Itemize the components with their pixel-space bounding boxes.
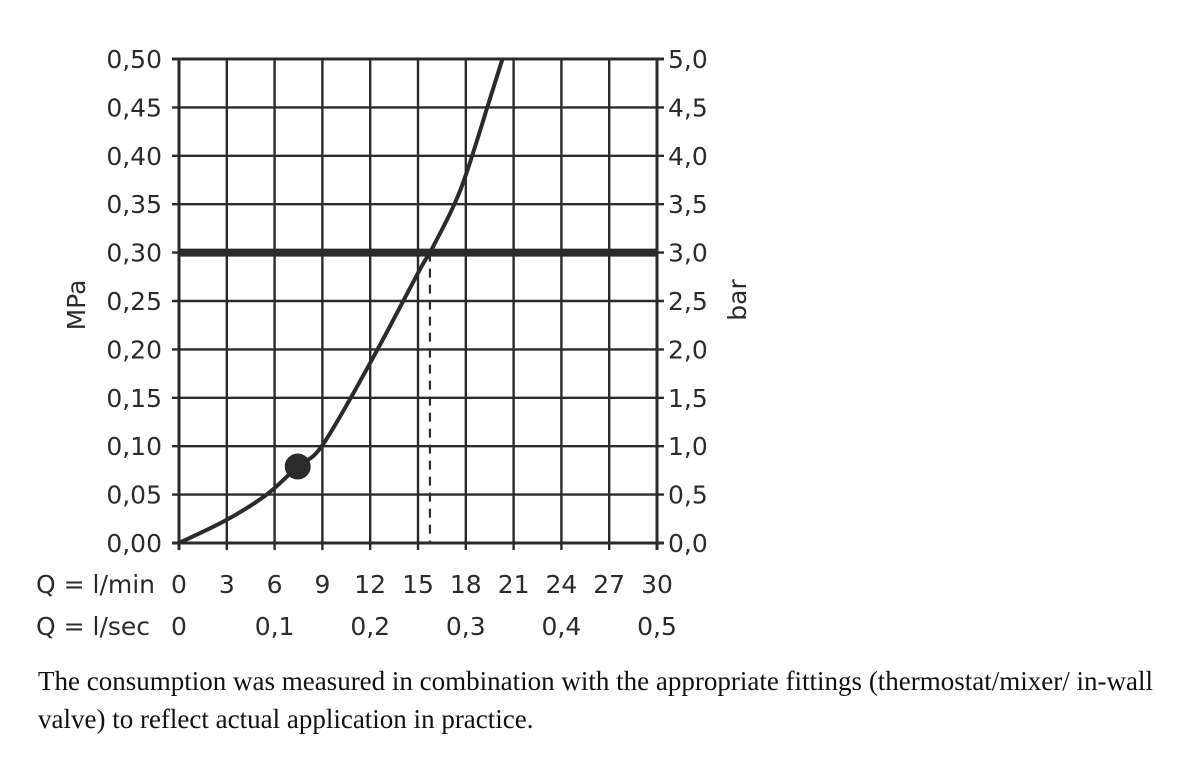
x-axis-label-lmin: Q = l/min <box>36 570 155 599</box>
y-axis-label-left: MPa <box>62 280 91 331</box>
y-tick-label-left: 0,30 <box>106 239 162 268</box>
y-tick-label-left: 0,10 <box>106 432 162 461</box>
y-tick-label-left: 0,35 <box>106 190 162 219</box>
x2-tick-label: 0,4 <box>542 612 582 641</box>
x-tick-label: 0 <box>171 570 187 599</box>
y-tick-label-left: 0,50 <box>106 45 162 74</box>
x2-tick-label: 0,1 <box>255 612 295 641</box>
y-tick-label-right: 2,5 <box>668 287 708 316</box>
flow-pressure-chart: 0 3 6 9 12 15 18 21 24 27 300,00 0,00,05 0,50,10 1,00… <box>36 45 752 641</box>
x-tick-label: 30 <box>641 570 673 599</box>
y-tick-label-left: 0,05 <box>106 481 162 510</box>
x-tick-label: 9 <box>314 570 330 599</box>
x-tick-label: 12 <box>354 570 386 599</box>
y-tick-label-left: 0,20 <box>106 335 162 364</box>
y-tick-label-left: 0,25 <box>106 287 162 316</box>
y-tick-label-right: 1,0 <box>668 432 708 461</box>
y-tick-label-right: 2,0 <box>668 335 708 364</box>
y-tick-label-right: 4,0 <box>668 142 708 171</box>
y-tick-label-right: 1,5 <box>668 384 708 413</box>
grid <box>172 57 664 550</box>
x-tick-label: 21 <box>498 570 530 599</box>
y-tick-label-right: 4,5 <box>668 93 708 122</box>
tick-labels: 0 3 6 9 12 15 18 21 24 27 300,00 0,00,05 0,50,10 1,00… <box>106 45 707 641</box>
y-axis-label-right: bar <box>723 279 752 321</box>
y-tick-label-left: 0,40 <box>106 142 162 171</box>
flow-curve <box>178 58 505 545</box>
x2-tick-label: 0,3 <box>446 612 486 641</box>
x2-tick-label: 0,5 <box>637 612 677 641</box>
y-tick-label-left: 0,45 <box>106 93 162 122</box>
x-tick-label: 15 <box>402 570 434 599</box>
x-tick-label: 3 <box>219 570 235 599</box>
y-tick-label-right: 0,0 <box>668 529 708 558</box>
x-tick-label: 24 <box>545 570 577 599</box>
operating-point-marker <box>284 453 311 480</box>
x2-tick-label: 0,2 <box>350 612 390 641</box>
y-tick-label-right: 0,5 <box>668 481 708 510</box>
x-tick-label: 6 <box>267 570 283 599</box>
x-tick-label: 27 <box>593 570 625 599</box>
y-tick-label-left: 0,15 <box>106 384 162 413</box>
marks <box>178 58 657 545</box>
y-tick-label-right: 3,0 <box>668 239 708 268</box>
x-axis-label-lsec: Q = l/sec <box>36 612 150 641</box>
x2-tick-label: 0 <box>171 612 187 641</box>
y-tick-label-right: 5,0 <box>668 45 708 74</box>
y-tick-label-left: 0,00 <box>106 529 162 558</box>
x-tick-label: 18 <box>450 570 482 599</box>
caption: The consumption was measured in combinat… <box>38 666 1153 734</box>
y-tick-label-right: 3,5 <box>668 190 708 219</box>
